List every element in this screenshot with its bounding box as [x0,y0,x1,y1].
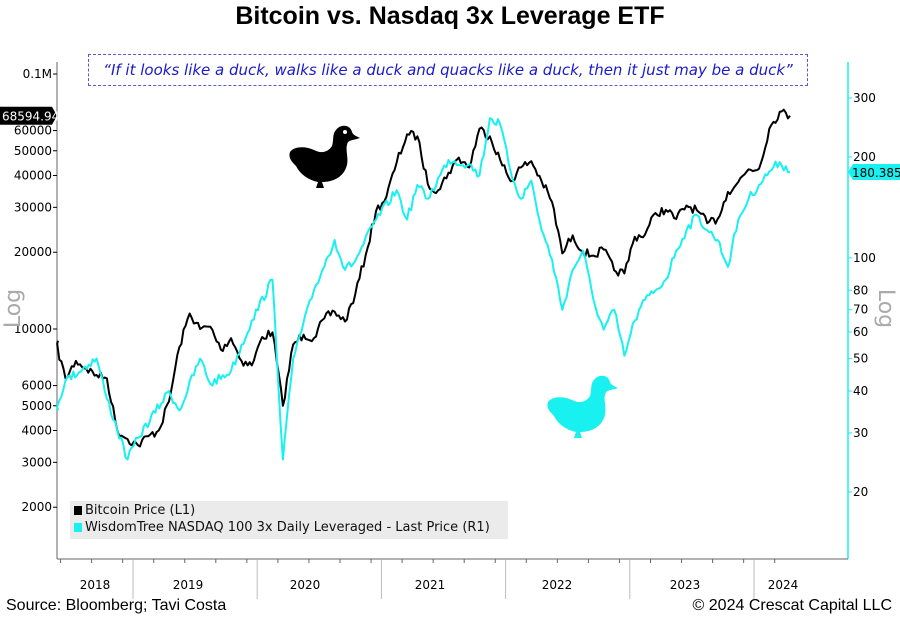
left-tick-label: 5000 [21,399,52,413]
legend-label-bitcoin: Bitcoin Price (L1) [85,503,196,518]
left-tick-label: 10000 [14,322,52,336]
left-axis-title: Log [1,288,27,329]
right-tick-label: 300 [853,91,876,105]
right-tick-label: 40 [853,384,868,398]
right-tick-label: 20 [853,485,868,499]
etf-series-line [56,117,791,461]
legend-item-bitcoin: Bitcoin Price (L1) [70,502,508,519]
source-note: Source: Bloomberg; Tavi Costa [6,597,227,614]
legend-swatch-etf [74,523,82,532]
left-tick-label: 0.1M [23,67,52,81]
etf-last-value: 180.3850 [852,166,900,180]
right-tick-label: 100 [853,251,876,265]
x-tick-label: 2018 [80,578,111,592]
chart-title: Bitcoin vs. Nasdaq 3x Leverage ETF [235,2,665,30]
left-tick-label: 6000 [21,379,52,393]
left-tick-label: 3000 [21,455,52,469]
left-tick-label: 2000 [21,500,52,514]
bitcoin-last-value-badge [0,106,57,125]
legend: Bitcoin Price (L1) WisdomTree NASDAQ 100… [70,501,508,539]
x-tick-label: 2022 [542,578,573,592]
x-tick-label: 2024 [768,578,799,592]
copyright-note: © 2024 Crescat Capital LLC [692,597,892,614]
left-tick-label: 30000 [14,200,52,214]
left-tick-label: 60000 [14,124,52,138]
legend-swatch-bitcoin [74,506,82,515]
legend-label-etf: WisdomTree NASDAQ 100 3x Daily Leveraged… [85,520,490,535]
left-tick-label: 40000 [14,168,52,182]
legend-item-etf: WisdomTree NASDAQ 100 3x Daily Leveraged… [70,519,508,536]
quote-box: “If it looks like a duck, walks like a d… [88,54,808,86]
x-tick-label: 2023 [670,578,701,592]
x-tick-label: 2019 [173,578,204,592]
x-tick-label: 2021 [415,578,446,592]
left-tick-label: 50000 [14,144,52,158]
cyan-duck-icon [547,375,618,438]
right-tick-label: 60 [853,325,868,339]
right-tick-label: 80 [853,283,868,297]
etf-last-value-badge [848,163,900,180]
right-tick-label: 50 [853,352,868,366]
right-tick-label: 70 [853,303,868,317]
left-tick-label: 20000 [14,245,52,259]
bitcoin-series-line [56,108,791,448]
right-tick-label: 30 [853,426,868,440]
right-axis-title: Log [873,288,899,329]
right-tick-label: 200 [853,150,876,164]
left-tick-label: 4000 [21,423,52,437]
bitcoin-last-value: 68594.94 [2,110,59,124]
black-duck-icon [289,125,360,188]
x-tick-label: 2020 [290,578,321,592]
